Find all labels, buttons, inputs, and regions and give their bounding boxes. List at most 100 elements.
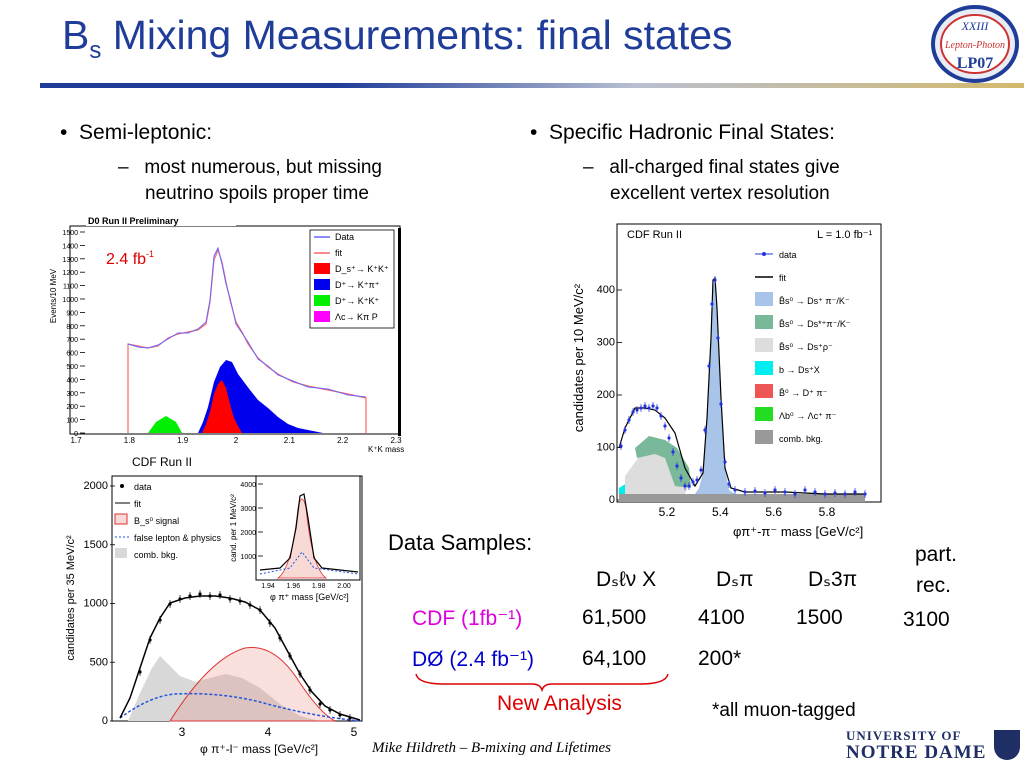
- cdf-val-0: 61,500: [582, 606, 647, 629]
- d0-y-tick: 100: [66, 418, 78, 425]
- had-legend-swatch: [762, 252, 766, 256]
- sl-legend-swatch: [120, 484, 124, 488]
- had-comb-fill: [619, 494, 865, 502]
- inset-xlabel: φ π⁺ mass [GeV/c²]: [270, 592, 349, 602]
- had-lumi: L = 1.0 fb⁻¹: [817, 229, 873, 241]
- muon-tagged-note: *all muon-tagged: [712, 700, 856, 721]
- had-legend-label: B̄s⁰ → Ds*⁺π⁻/K⁻: [779, 319, 851, 329]
- sl-y-tick: 2000: [84, 480, 108, 492]
- d0-x-tick: 2.3: [390, 436, 402, 445]
- d0-x-tick: 2.1: [284, 436, 296, 445]
- had-data-points: [619, 276, 867, 498]
- inset-x-tick: 1.96: [287, 583, 301, 590]
- lp-logo-line1: XXIII: [961, 19, 990, 33]
- sl-legend-label: B_s⁰ signal: [134, 516, 179, 526]
- had-legend-label: Λb⁰ → Λc⁺ π⁻: [779, 411, 837, 421]
- d0-legend-swatch: [314, 311, 330, 322]
- d0-y-tick: 1400: [62, 243, 78, 250]
- d0-ylabel: Events/10 MeV: [49, 268, 58, 323]
- had-legend: data fit B̄s⁰ → Ds⁺ π⁻/K⁻ B̄s⁰ → Ds*⁺π⁻/K⁻ B…: [755, 250, 851, 444]
- d0-dkk-fill: [148, 416, 182, 433]
- d0-y-tick: 900: [66, 310, 78, 317]
- had-y-tick: 0: [609, 494, 615, 506]
- d0-ds-fill: [202, 380, 242, 433]
- cdf-hadronic-plot: CDF Run II L = 1.0 fb⁻¹ candidates per 1…: [565, 218, 885, 540]
- had-legend-swatch: [755, 430, 773, 444]
- cdf-val-1: 4100: [698, 606, 745, 629]
- d0-legend-swatch: [314, 263, 330, 274]
- had-x-tick: 5.4: [712, 505, 729, 519]
- d0-legend-label: fit: [335, 248, 343, 258]
- had-sig-fill: [695, 282, 735, 494]
- cdf-sl-inset: [255, 475, 361, 581]
- sl-legend-label: data: [134, 482, 152, 492]
- had-y-ticks: 400 300 200 100 0: [597, 284, 622, 506]
- inset-y-tick: 4000: [240, 482, 256, 489]
- sl-x-tick: 5: [351, 725, 358, 739]
- left-sub: – most numerous, but missing neutrino sp…: [118, 157, 382, 204]
- inset-x-tick: 2.00: [337, 583, 351, 590]
- had-xlabel: φπ⁺-π⁻ mass [GeV/c²]: [733, 524, 863, 539]
- d0-lumi: 2.4 fb-1: [106, 249, 154, 268]
- d0-y-tick: 0: [74, 431, 78, 438]
- sl-legend-label: comb. bkg.: [134, 550, 178, 560]
- had-legend-label: data: [779, 250, 797, 260]
- cdf-sl-signal-fill: [169, 646, 336, 722]
- d0-x-tick: 2: [234, 436, 239, 445]
- had-legend-label: b → Ds⁺X: [779, 365, 820, 375]
- inset-x-ticks: 1.94 1.96 1.98 2.00: [261, 583, 351, 590]
- sl-legend-label: fit: [134, 499, 142, 509]
- inset-bkg-line: [259, 551, 359, 575]
- left-bullet: • Semi-leptonic:: [60, 121, 213, 144]
- had-legend-swatch: [755, 361, 773, 375]
- cdf-val-2: 1500: [796, 606, 843, 629]
- nd-shield-icon: [994, 730, 1020, 760]
- sl-legend-swatch: [114, 513, 128, 525]
- had-ylabel: candidates per 10 MeV/c²: [571, 283, 586, 432]
- footer-text: Mike Hildreth – B-mixing and Lifetimes: [372, 740, 611, 756]
- inset-x-tick: 1.94: [261, 583, 275, 590]
- d0-y-tick: 700: [66, 337, 78, 344]
- cdf-sl-header: CDF Run II: [132, 455, 193, 469]
- had-legend-swatch: [755, 315, 773, 329]
- d0-x-tick: 1.7: [70, 436, 82, 445]
- inset-y-tick: 2000: [240, 530, 256, 537]
- cdf-sl-ylabel: candidates per 35 MeV/c²: [65, 535, 77, 661]
- had-legend-label: fit: [779, 273, 787, 283]
- d0-val-0: 64,100: [582, 647, 647, 670]
- d0-y-tick: 1300: [62, 257, 78, 264]
- header-rec: rec.: [916, 574, 952, 597]
- had-legend-label: B̄s⁰ → Ds⁺ρ⁻: [779, 342, 833, 352]
- sl-y-tick: 500: [90, 656, 108, 668]
- data-samples-label: Data Samples:: [388, 530, 533, 555]
- cdf-sl-legend: data fit B_s⁰ signal false lepton & physics…: [114, 482, 222, 560]
- row-cdf-label: CDF (1fb⁻¹): [412, 607, 523, 630]
- d0-legend-label: D⁺→ K⁺π⁺: [335, 280, 380, 290]
- lp-logo-line2: Lepton-Photon: [944, 40, 1005, 51]
- d0-x-tick: 1.8: [124, 436, 136, 445]
- had-y-tick: 100: [597, 442, 615, 454]
- had-x-tick: 5.8: [819, 505, 836, 519]
- had-legend-swatch: [755, 407, 773, 421]
- slide-title: Bs Mixing Measurements: final states: [62, 12, 733, 65]
- had-y-tick: 200: [597, 389, 615, 401]
- inset-y-tick: 3000: [240, 506, 256, 513]
- cdf-sl-y-ticks: 2000 1500 1000 500 0: [84, 480, 115, 727]
- d0-y-tick: 1100: [63, 284, 78, 291]
- d0-x-tick: 1.9: [177, 436, 189, 445]
- d0-y-tick: 1200: [62, 270, 78, 277]
- cdf-sl-xlabel: φ π⁺-l⁻ mass [GeV/c²]: [200, 742, 318, 756]
- d0-y-tick: 1500: [62, 230, 78, 237]
- cdf-sl-data-points: [138, 590, 352, 722]
- d0-y-tick: 1000: [62, 297, 78, 304]
- sl-legend-label: false lepton & physics: [134, 533, 222, 543]
- header-dspi: Dₛπ: [716, 568, 754, 591]
- had-dsstar-fill: [635, 436, 691, 488]
- d0-legend-label: D⁺→ K⁺K⁺: [335, 296, 380, 306]
- d0-y-tick: 400: [66, 377, 78, 384]
- d0-x-ticks: 1.7 1.8 1.9 2 2.1 2.2 2.3: [70, 436, 402, 445]
- lp-logo-line3: LP07: [957, 55, 993, 72]
- had-x-tick: 5.6: [765, 505, 782, 519]
- inset-fit-line: [259, 493, 359, 573]
- d0-header: D0 Run II Preliminary: [88, 216, 179, 226]
